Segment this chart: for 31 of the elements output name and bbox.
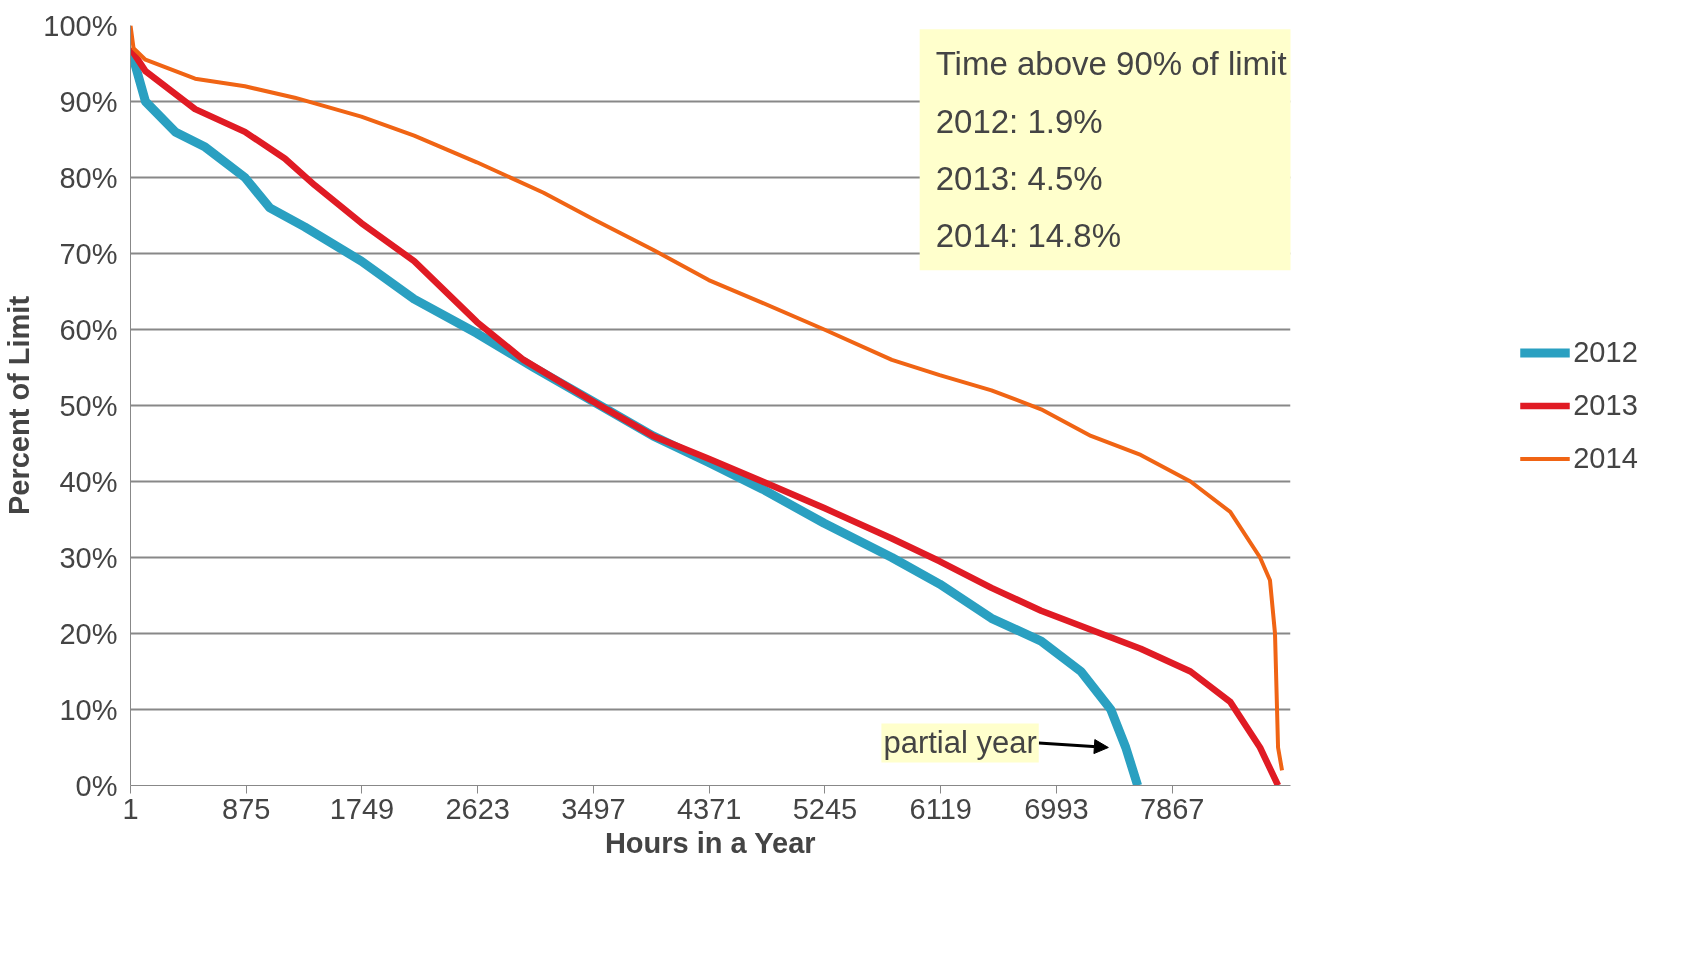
y-tick-label: 20% (59, 617, 118, 650)
y-tick-label: 90% (59, 85, 118, 118)
y-tick-label: 100% (43, 9, 118, 42)
x-tick-label: 875 (222, 792, 271, 825)
y-tick-label: 0% (75, 769, 118, 802)
x-tick-label: 2623 (445, 792, 510, 825)
x-axis-title: Hours in a Year (604, 826, 816, 859)
legend-label: 2012 (1573, 335, 1638, 369)
y-tick-label: 40% (59, 465, 118, 498)
legend-label: 2014 (1573, 441, 1638, 475)
annotation: 2012: 1.9% (935, 102, 1103, 140)
x-tick-label: 5245 (792, 792, 858, 825)
y-tick-label: 70% (59, 237, 118, 270)
annotation: 2014: 14.8% (935, 217, 1122, 255)
annotation: 2013: 4.5% (935, 160, 1103, 197)
y-tick-label: 30% (59, 541, 118, 574)
x-tick-label: 6119 (909, 792, 972, 825)
y-tick-label: 10% (59, 693, 118, 726)
y-tick-label: 50% (59, 389, 118, 422)
y-tick-label: 60% (59, 313, 118, 346)
y-tick-label: 80% (59, 161, 118, 194)
x-tick-label: 1 (122, 792, 139, 825)
x-tick-label: 3497 (561, 792, 626, 825)
legend-label: 2013 (1573, 388, 1638, 422)
x-tick-label: 7867 (1139, 792, 1205, 825)
y-axis-title: Percent of Limit (3, 295, 36, 516)
x-tick-label: 4371 (676, 792, 742, 825)
annotation: partial year (883, 725, 1037, 761)
x-tick-label: 6993 (1024, 792, 1089, 825)
annotation: Time above 90% of limit (935, 45, 1287, 83)
x-tick-label: 1749 (329, 792, 395, 825)
